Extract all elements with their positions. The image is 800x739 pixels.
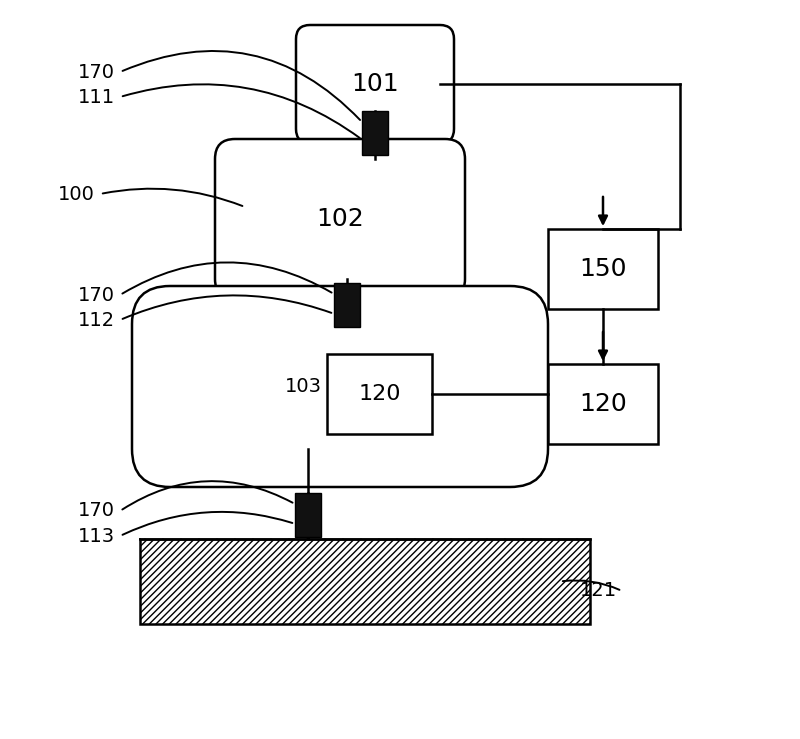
Text: 101: 101 bbox=[351, 72, 399, 96]
Text: 170: 170 bbox=[78, 285, 115, 304]
Bar bbox=[362, 111, 388, 155]
Text: 102: 102 bbox=[316, 207, 364, 231]
Text: 121: 121 bbox=[580, 582, 617, 601]
Text: 111: 111 bbox=[78, 87, 115, 106]
Bar bbox=[548, 229, 658, 309]
FancyBboxPatch shape bbox=[132, 286, 548, 487]
FancyBboxPatch shape bbox=[296, 25, 454, 143]
Bar bbox=[295, 493, 321, 537]
Text: 150: 150 bbox=[579, 257, 626, 281]
Text: 170: 170 bbox=[78, 502, 115, 520]
Text: 120: 120 bbox=[358, 384, 401, 404]
Text: 170: 170 bbox=[78, 63, 115, 81]
Bar bbox=[334, 283, 360, 327]
Bar bbox=[548, 364, 658, 444]
Text: 103: 103 bbox=[285, 377, 322, 396]
Bar bbox=[140, 539, 590, 624]
Bar bbox=[327, 354, 432, 434]
FancyBboxPatch shape bbox=[215, 139, 465, 299]
Text: 112: 112 bbox=[78, 310, 115, 330]
Text: 100: 100 bbox=[58, 185, 95, 203]
Text: 113: 113 bbox=[78, 526, 115, 545]
Text: 120: 120 bbox=[579, 392, 627, 416]
